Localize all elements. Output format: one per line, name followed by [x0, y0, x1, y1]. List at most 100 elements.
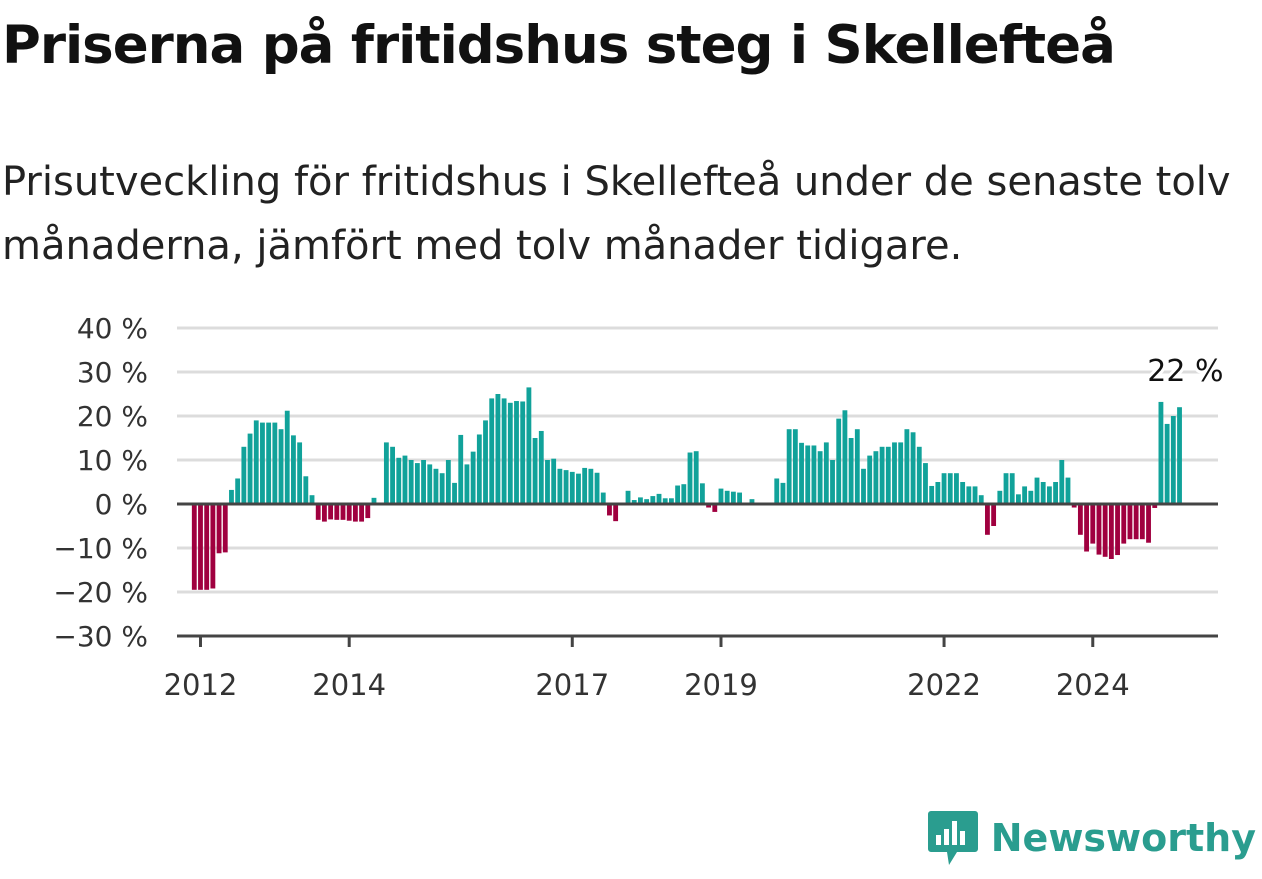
bar: [1115, 504, 1120, 556]
bar: [966, 486, 972, 504]
brand-name: Newsworthy: [990, 816, 1256, 860]
bar: [910, 432, 916, 504]
bar: [898, 442, 904, 504]
bar: [681, 484, 687, 504]
bar: [291, 435, 296, 504]
bar: [421, 460, 426, 504]
bar: [780, 482, 786, 504]
page-title: Priserna på fritidshus steg i Skellefteå: [2, 15, 1116, 76]
grid-lines: [177, 326, 1218, 594]
x-tick-label: 2014: [312, 668, 386, 702]
bar: [1084, 504, 1089, 552]
x-tick-label: 2024: [1056, 668, 1130, 702]
bar: [191, 504, 197, 590]
bar: [693, 451, 699, 504]
bar: [408, 460, 414, 504]
bar: [309, 495, 315, 504]
bar: [210, 504, 216, 589]
bar: [433, 468, 439, 504]
bar: [383, 442, 389, 504]
bar: [402, 455, 408, 504]
bar: [470, 451, 476, 504]
x-tick-label: 2019: [684, 668, 758, 702]
bar: [1059, 460, 1065, 504]
bar: [675, 485, 681, 504]
bar: [1022, 486, 1028, 504]
bar: [1003, 473, 1009, 504]
y-tick-label: 20 %: [77, 400, 148, 433]
bar: [1121, 504, 1127, 544]
bar: [718, 488, 724, 504]
bar: [352, 504, 358, 522]
bar: [582, 467, 588, 504]
bar: [222, 504, 228, 553]
bar: [699, 483, 705, 504]
bar: [817, 451, 823, 504]
bar: [365, 504, 371, 519]
bar: [414, 463, 420, 504]
bar: [1108, 504, 1114, 559]
bar: [520, 401, 526, 504]
bar: [836, 418, 842, 504]
bar: [916, 446, 922, 504]
bar: [650, 496, 656, 504]
bar: [923, 463, 928, 504]
bar: [458, 434, 464, 504]
bar: [991, 504, 997, 526]
bar: [1077, 504, 1083, 535]
bar: [799, 442, 804, 504]
bar: [247, 433, 253, 504]
y-tick-label: −20 %: [53, 576, 148, 609]
bar: [625, 490, 631, 504]
bar: [545, 460, 550, 504]
last-value-label: 22 %: [1147, 354, 1223, 389]
bar: [1009, 473, 1015, 504]
bar: [1146, 504, 1151, 543]
bar: [861, 468, 866, 504]
brand: Newsworthy: [927, 809, 1256, 867]
bar: [848, 438, 854, 504]
bar: [687, 452, 693, 504]
bar: [427, 464, 433, 504]
bar: [532, 438, 538, 504]
bar: [328, 504, 334, 520]
bar: [216, 504, 222, 554]
bar: [656, 493, 662, 504]
bar: [1177, 407, 1182, 504]
bar: [235, 478, 241, 504]
bar: [266, 422, 272, 504]
bar: [260, 422, 265, 504]
bar: [551, 458, 557, 504]
x-tick-label: 2017: [535, 668, 609, 702]
annotations: 22 %: [1144, 351, 1226, 392]
bar: [662, 498, 668, 504]
bar: [569, 471, 575, 504]
bar: [297, 442, 303, 504]
bar: [1053, 482, 1059, 504]
y-tick-label: −30 %: [53, 620, 148, 653]
bar: [607, 504, 612, 516]
bar: [557, 468, 563, 504]
bar: [929, 485, 935, 504]
bar: [1164, 423, 1170, 504]
bar: [278, 429, 284, 504]
bar: [1127, 504, 1133, 540]
x-tick-label: 2012: [164, 668, 238, 702]
bar: [514, 401, 519, 504]
bar: [613, 504, 619, 522]
bar: [321, 504, 327, 522]
bar: [594, 472, 600, 504]
bar: [1152, 504, 1158, 508]
bar: [526, 387, 532, 504]
bar: [1170, 416, 1176, 504]
bar: [706, 504, 712, 508]
bar: [712, 504, 718, 512]
bar: [1133, 504, 1139, 540]
bar: [644, 499, 650, 504]
bar: [978, 495, 984, 504]
bar: [960, 482, 966, 504]
bar: [1028, 490, 1034, 504]
bar: [563, 470, 569, 504]
bar: [303, 476, 309, 504]
y-axis-ticks: 40 % 30 % 20 % 10 % 0 % −10 % −20 % −30 %: [53, 312, 148, 653]
